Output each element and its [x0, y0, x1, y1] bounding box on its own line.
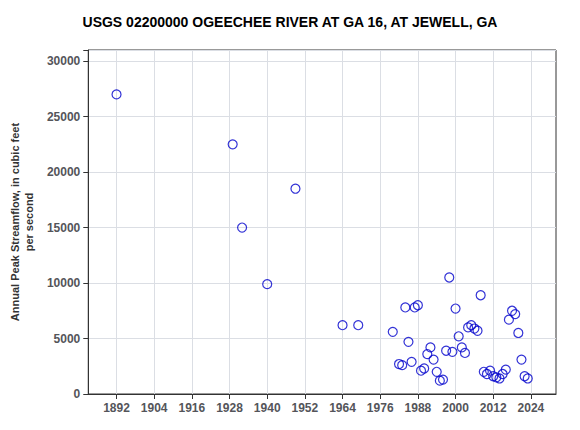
- svg-text:0: 0: [74, 387, 81, 401]
- svg-text:2000: 2000: [442, 401, 469, 415]
- svg-text:25000: 25000: [47, 110, 81, 124]
- svg-text:10000: 10000: [47, 276, 81, 290]
- svg-text:5000: 5000: [54, 332, 81, 346]
- svg-text:1940: 1940: [254, 401, 281, 415]
- svg-text:15000: 15000: [47, 221, 81, 235]
- svg-text:2012: 2012: [480, 401, 507, 415]
- svg-text:1892: 1892: [103, 401, 130, 415]
- svg-text:1916: 1916: [179, 401, 206, 415]
- svg-text:1904: 1904: [141, 401, 168, 415]
- svg-text:1952: 1952: [292, 401, 319, 415]
- svg-text:1976: 1976: [367, 401, 394, 415]
- svg-text:20000: 20000: [47, 165, 81, 179]
- svg-text:30000: 30000: [47, 54, 81, 68]
- svg-text:2024: 2024: [518, 401, 545, 415]
- svg-text:USGS 02200000 OGEECHEE RIVER A: USGS 02200000 OGEECHEE RIVER AT GA 16, A…: [83, 14, 498, 30]
- svg-text:Annual Peak Streamflow, in cub: Annual Peak Streamflow, in cubic feet: [9, 123, 21, 322]
- svg-text:per second: per second: [23, 193, 35, 252]
- svg-text:1928: 1928: [216, 401, 243, 415]
- svg-text:1964: 1964: [329, 401, 356, 415]
- svg-text:1988: 1988: [405, 401, 432, 415]
